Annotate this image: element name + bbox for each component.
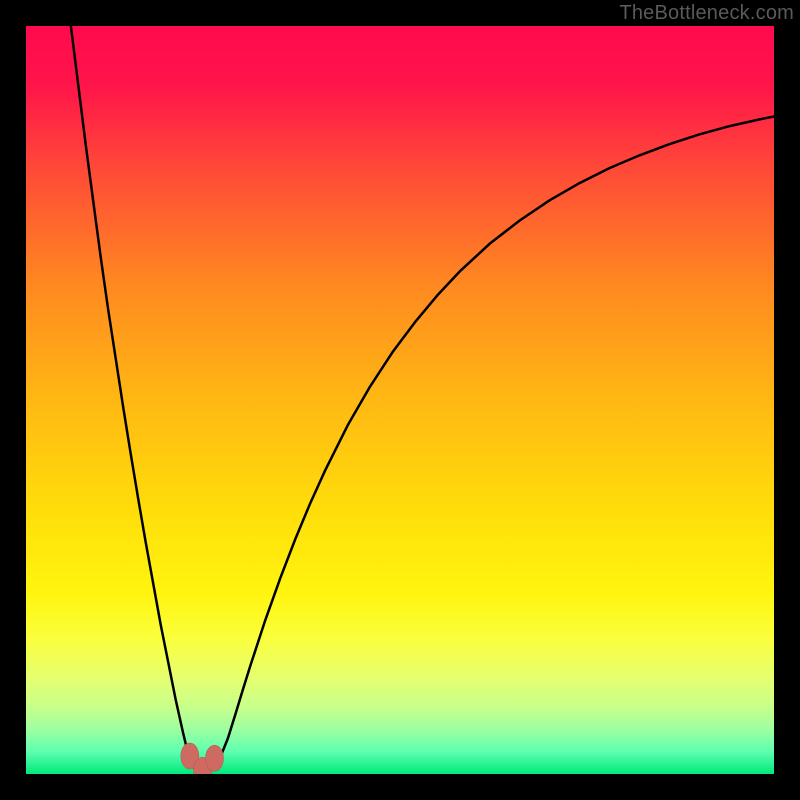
minimum-marker: [206, 745, 224, 771]
bottleneck-curve: [71, 26, 774, 772]
curve-layer: [26, 26, 774, 774]
plot-area: [26, 26, 774, 774]
watermark-text: TheBottleneck.com: [619, 2, 794, 25]
figure-container: TheBottleneck.com: [0, 0, 800, 800]
